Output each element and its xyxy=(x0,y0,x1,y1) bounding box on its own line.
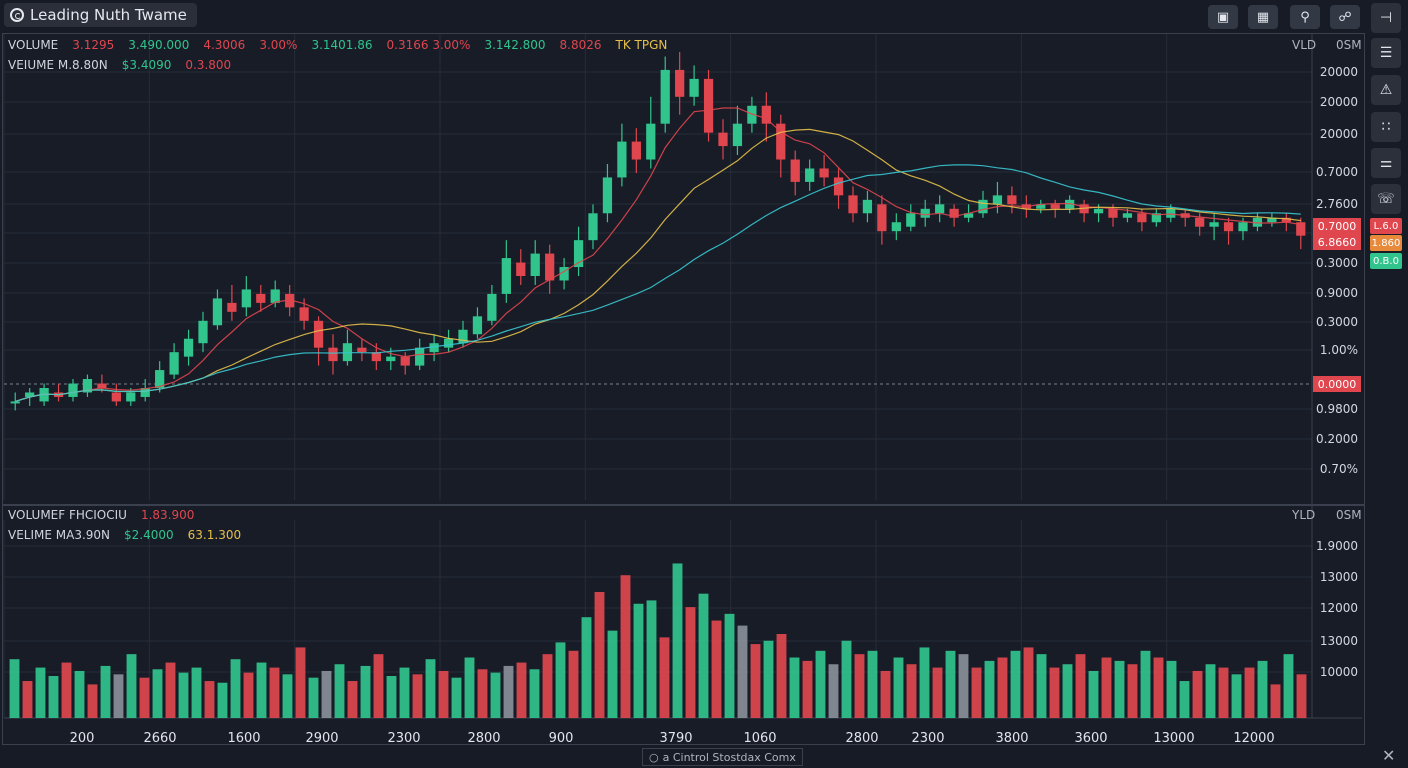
main-legend-row-2: VEIUME M.8.80N $3.4090 0.3.800 xyxy=(8,58,231,72)
calendar-icon: ▦ xyxy=(1256,9,1270,25)
price-axis-label: 1.00% xyxy=(1319,343,1358,357)
tool-alert-button[interactable]: ⚠ xyxy=(1371,75,1401,105)
x-axis-label: 1600 xyxy=(227,731,261,746)
x-axis-label: 3790 xyxy=(659,731,693,746)
volume-legend-row2-item-1: $2.4000 xyxy=(124,528,174,542)
main-corner-left: VLD xyxy=(1292,38,1317,52)
volume-axis-label: 12000 xyxy=(1319,601,1358,615)
volume-axis-label: 13000 xyxy=(1319,634,1358,648)
tool-phone-button[interactable]: ☏ xyxy=(1371,184,1401,214)
x-axis-label: 13000 xyxy=(1153,731,1195,746)
footer-text: a Cintrol Stostdax Comx xyxy=(662,750,796,764)
volume-legend-row-2: VELIME MA3.90N $2.4000 63.1.300 xyxy=(8,528,241,542)
main-legend-row2-item-1: $3.4090 xyxy=(121,58,172,72)
volume-legend-row2-item-0: VELIME MA3.90N xyxy=(8,528,111,542)
link-icon: ☍ xyxy=(1338,9,1352,25)
x-axis-label: 900 xyxy=(548,731,574,746)
volume-legend-row2-item-2: 63.1.300 xyxy=(187,528,242,542)
tool-minus-button[interactable]: ⊣ xyxy=(1371,3,1401,33)
x-axis-label: 1060 xyxy=(743,731,777,746)
x-axis-label: 200 xyxy=(69,731,95,746)
volume-corner-right: 0SM xyxy=(1336,508,1362,522)
volume-axis-label: 10000 xyxy=(1319,665,1358,679)
x-axis-label: 3600 xyxy=(1074,731,1108,746)
side-price-tag: 1.860 xyxy=(1370,235,1402,251)
price-axis-label: 0.3000 xyxy=(1316,256,1358,270)
main-legend-row-1: VOLUME 3.1295 3.490.000 4.3006 3.00% 3.1401.8… xyxy=(8,38,667,52)
main-legend-item-9: TK TPGN xyxy=(615,38,668,52)
tool-list-button[interactable]: ☰ xyxy=(1371,38,1401,68)
window-title-chip[interactable]: Leading Nuth Twame xyxy=(4,3,197,27)
main-legend-item-7: 3.142.800 xyxy=(484,38,546,52)
side-price-tag: 0.B.0 xyxy=(1370,253,1402,269)
chart-window-icon: ▣ xyxy=(1216,9,1230,25)
tool-grid-button[interactable]: ∷ xyxy=(1371,112,1401,142)
x-axis-label: 2900 xyxy=(305,731,339,746)
list-icon: ☰ xyxy=(1379,45,1393,61)
volume-legend-row-1: VOLUMEF FHCIOCIU 1.83.900 xyxy=(8,508,194,522)
link-button[interactable]: ☍ xyxy=(1330,5,1360,29)
price-axis-label: 2.7600 xyxy=(1316,197,1358,211)
minus-icon: ⊣ xyxy=(1379,10,1393,26)
chart-window-button[interactable]: ▣ xyxy=(1208,5,1238,29)
main-legend-item-8: 8.8026 xyxy=(559,38,602,52)
tool-split-button[interactable]: ⚌ xyxy=(1371,148,1401,178)
search-icon: ⚲ xyxy=(1300,9,1310,25)
volume-panel[interactable] xyxy=(2,505,1365,745)
app-logo-icon xyxy=(10,8,24,22)
price-axis-label: 0.9800 xyxy=(1316,402,1358,416)
main-legend-item-3: 4.3006 xyxy=(203,38,246,52)
price-axis-label: 0.7000 xyxy=(1316,165,1358,179)
main-corner-right: 0SM xyxy=(1336,38,1362,52)
x-axis-label: 3800 xyxy=(995,731,1029,746)
x-axis-label: 2300 xyxy=(911,731,945,746)
volume-axis-label: 13000 xyxy=(1319,570,1358,584)
alert-icon: ⚠ xyxy=(1379,82,1393,98)
price-axis-label: 20000 xyxy=(1319,95,1358,109)
side-price-tag: L.6.0 xyxy=(1370,218,1402,234)
x-axis-label: 2800 xyxy=(845,731,879,746)
main-legend-item-2: 3.490.000 xyxy=(128,38,190,52)
footer-credit: ○ a Cintrol Stostdax Comx xyxy=(642,748,803,766)
calendar-button[interactable]: ▦ xyxy=(1248,5,1278,29)
price-tag: 0.0000 xyxy=(1313,376,1361,392)
split-icon: ⚌ xyxy=(1379,155,1393,171)
grid-icon: ∷ xyxy=(1381,119,1391,135)
price-tag: 0.7000 xyxy=(1313,218,1361,234)
price-axis-label: 20000 xyxy=(1319,127,1358,141)
main-legend-row2-item-0: VEIUME M.8.80N xyxy=(8,58,108,72)
x-axis-label: 2660 xyxy=(143,731,177,746)
price-axis-label: 0.70% xyxy=(1319,462,1358,476)
close-icon[interactable]: ✕ xyxy=(1382,746,1396,765)
volume-legend-item-1: 1.83.900 xyxy=(140,508,195,522)
price-axis-label: 0.2000 xyxy=(1316,432,1358,446)
price-tag: 6.8660 xyxy=(1313,234,1361,250)
volume-axis-label: 1.9000 xyxy=(1316,539,1358,553)
x-axis-label: 2800 xyxy=(467,731,501,746)
price-axis-label: 20000 xyxy=(1319,65,1358,79)
footer-circle-icon: ○ xyxy=(649,750,659,764)
volume-corner-left: YLD xyxy=(1292,508,1316,522)
main-legend-item-1: 3.1295 xyxy=(72,38,115,52)
price-panel[interactable] xyxy=(2,33,1365,505)
main-legend-row2-item-2: 0.3.800 xyxy=(185,58,232,72)
search-button[interactable]: ⚲ xyxy=(1290,5,1320,29)
window-title: Leading Nuth Twame xyxy=(30,6,187,24)
x-axis-label: 2300 xyxy=(387,731,421,746)
price-axis-label: 0.3000 xyxy=(1316,315,1358,329)
main-legend-item-6: 0.3166 3.00% xyxy=(386,38,471,52)
main-legend-item-0: VOLUME xyxy=(8,38,59,52)
price-axis-label: 0.9000 xyxy=(1316,286,1358,300)
main-legend-item-4: 3.00% xyxy=(259,38,298,52)
volume-legend-item-0: VOLUMEF FHCIOCIU xyxy=(8,508,127,522)
x-axis-label: 12000 xyxy=(1233,731,1275,746)
phone-icon: ☏ xyxy=(1377,191,1395,207)
main-legend-item-5: 3.1401.86 xyxy=(311,38,373,52)
